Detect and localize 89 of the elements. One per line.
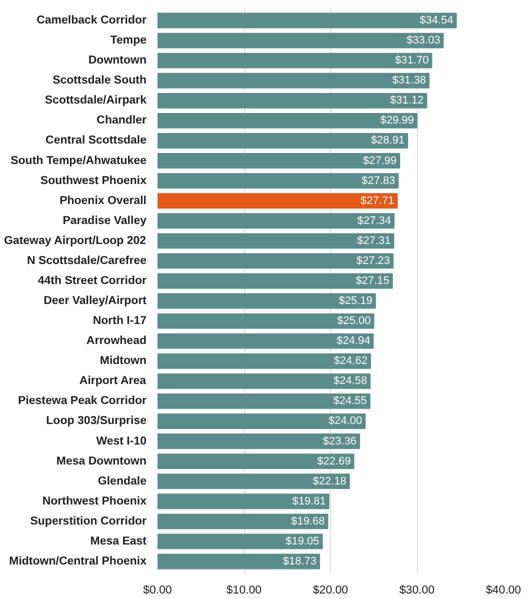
data-label: $31.38 (392, 74, 426, 87)
data-label: $24.62 (334, 355, 368, 368)
x-tick-label: $20.00 (312, 584, 348, 596)
y-tick-label: Northwest Phoenix (42, 495, 148, 508)
y-tick-label: Glendale (98, 475, 147, 488)
bar (158, 193, 398, 209)
x-tick-label: $30.00 (399, 584, 435, 596)
bar (158, 92, 428, 108)
y-tick-label: Midtown (100, 355, 146, 368)
data-label: $27.15 (356, 274, 390, 287)
y-tick-label: Camelback Corridor (36, 14, 148, 27)
y-tick-label: Tempe (110, 34, 147, 47)
x-tick-label: $40.00 (486, 584, 522, 596)
data-label: $31.70 (395, 54, 429, 67)
y-tick-label: Paradise Valley (62, 214, 148, 227)
data-label: $18.73 (282, 555, 317, 568)
y-tick-label: Gateway Airport/Loop 202 (4, 234, 146, 247)
x-tick-label: $10.00 (226, 584, 262, 596)
bar (158, 112, 418, 128)
bar (158, 233, 394, 249)
bar (158, 52, 432, 68)
y-tick-label: Airport Area (79, 375, 147, 388)
y-tick-label: West I-10 (96, 435, 146, 448)
data-label: $24.55 (333, 395, 367, 408)
data-label: $19.81 (292, 495, 326, 508)
bar (158, 293, 376, 309)
data-label: $28.91 (370, 134, 405, 147)
data-label: $27.34 (357, 214, 392, 227)
bar (158, 333, 374, 349)
data-label: $25.00 (337, 315, 371, 328)
data-label: $34.54 (420, 14, 454, 27)
bar (158, 313, 374, 329)
bar (158, 153, 400, 168)
y-tick-label: Midtown/Central Phoenix (9, 555, 148, 568)
bar (158, 253, 394, 269)
data-label: $22.69 (317, 455, 351, 468)
y-tick-label: 44th Street Corridor (38, 274, 148, 287)
y-tick-label: Scottsdale/Airpark (44, 94, 148, 107)
bar (158, 213, 394, 229)
bar (158, 133, 408, 148)
bar (158, 454, 354, 470)
y-tick-label: Deer Valley/Airport (44, 295, 147, 308)
y-tick-label: Downtown (88, 54, 146, 67)
data-label: $22.18 (312, 475, 346, 488)
bar (158, 12, 457, 28)
bar (158, 373, 371, 389)
y-tick-label: Southwest Phoenix (40, 174, 148, 187)
bar (158, 353, 371, 369)
data-label: $24.58 (333, 375, 368, 388)
y-tick-label: Loop 303/Surprise (46, 415, 147, 428)
y-tick-label: North I-17 (92, 315, 146, 328)
data-label: $25.19 (338, 295, 372, 308)
y-tick-label: Chandler (96, 114, 148, 127)
y-tick-label: South Tempe/Ahwatukee (10, 154, 146, 167)
data-label: $29.99 (380, 114, 414, 127)
y-tick-label: Superstition Corridor (30, 515, 148, 528)
data-label: $24.94 (336, 335, 370, 348)
bar (158, 273, 393, 289)
bar (158, 554, 320, 570)
data-label: $24.00 (328, 415, 362, 428)
y-tick-label: Central Scottsdale (46, 134, 147, 147)
bar (158, 173, 399, 189)
bar (158, 534, 323, 550)
data-label: $27.23 (356, 254, 390, 267)
bar (158, 434, 360, 449)
bar (158, 494, 330, 510)
data-label: $19.68 (291, 515, 325, 528)
y-tick-label: Scottsdale South (52, 74, 147, 87)
bar (158, 414, 366, 429)
y-tick-label: Piestewa Peak Corridor (18, 395, 148, 408)
x-tick-label: $0.00 (143, 584, 172, 596)
y-tick-label: N Scottsdale/Carefree (26, 254, 147, 267)
data-label: $19.05 (286, 535, 320, 548)
bar (158, 514, 328, 530)
data-label: $27.31 (357, 234, 391, 247)
y-tick-label: Mesa Downtown (56, 455, 147, 468)
data-label: $23.36 (322, 435, 357, 448)
data-label: $27.71 (360, 194, 394, 207)
data-label: $27.83 (362, 174, 396, 187)
bar (158, 72, 430, 88)
y-tick-label: Phoenix Overall (60, 194, 147, 207)
bar (158, 32, 444, 48)
y-tick-label: Arrowhead (86, 335, 147, 348)
data-label: $33.03 (406, 34, 440, 47)
bar (158, 393, 370, 409)
bar (158, 474, 350, 490)
data-label: $31.12 (390, 94, 424, 107)
data-label: $27.99 (362, 154, 397, 167)
y-tick-label: Mesa East (90, 535, 147, 548)
